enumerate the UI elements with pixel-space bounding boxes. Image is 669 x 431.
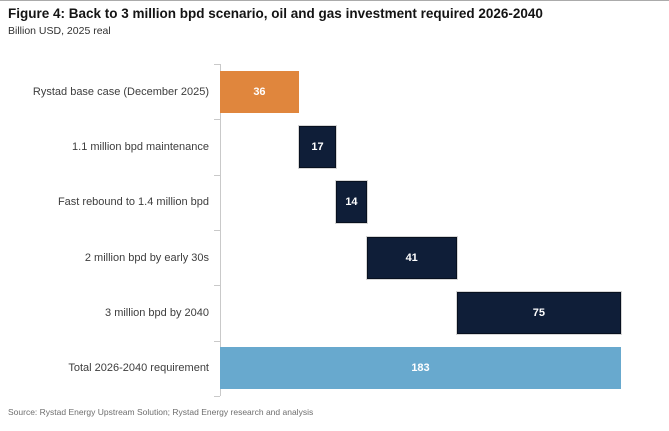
bar-value-label: 183	[411, 362, 430, 375]
chart-row: Total 2026-2040 requirement 183	[0, 341, 669, 396]
axis-tick	[214, 119, 220, 121]
y-axis-line	[220, 64, 221, 396]
waterfall-chart: Rystad base case (December 2025) 36 1.1 mi…	[0, 64, 669, 397]
bar-total-requirement: 183	[220, 347, 621, 390]
figure-title: Figure 4: Back to 3 million bpd scenario…	[8, 6, 543, 21]
chart-row: 2 million bpd by early 30s 41	[0, 230, 669, 285]
bar-value-label: 14	[345, 196, 358, 209]
chart-row: 3 million bpd by 2040 75	[0, 285, 669, 340]
axis-tick	[214, 285, 220, 287]
chart-row: Rystad base case (December 2025) 36	[0, 64, 669, 119]
chart-row: Fast rebound to 1.4 million bpd 14	[0, 175, 669, 230]
source-note: Source: Rystad Energy Upstream Solution;…	[8, 407, 314, 417]
axis-tick	[214, 174, 220, 176]
bar-rystad-base-case: 36	[220, 70, 299, 113]
axis-tick	[214, 230, 220, 231]
bar-fast-rebound: 14	[336, 181, 367, 224]
bar-two-million-early-30s: 41	[366, 236, 457, 279]
axis-tick	[214, 64, 220, 65]
category-label-two-million-early-30s: 2 million bpd by early 30s	[84, 251, 209, 264]
axis-tick	[214, 396, 220, 397]
category-label-total-requirement: Total 2026-2040 requirement	[68, 362, 209, 375]
figure-subtitle: Billion USD, 2025 real	[8, 25, 111, 37]
chart-row: 1.1 million bpd maintenance 17	[0, 119, 669, 174]
category-label-maintenance: 1.1 million bpd maintenance	[72, 140, 209, 153]
bar-maintenance: 17	[298, 125, 337, 168]
category-label-fast-rebound: Fast rebound to 1.4 million bpd	[57, 196, 209, 209]
category-label-rystad-base-case: Rystad base case (December 2025)	[32, 85, 209, 98]
category-label-three-million-2040: 3 million bpd by 2040	[105, 306, 209, 319]
bar-value-label: 41	[405, 251, 418, 264]
axis-tick	[214, 340, 220, 342]
bar-three-million-2040: 75	[456, 291, 621, 334]
bar-value-label: 75	[532, 306, 545, 319]
bar-value-label: 17	[311, 140, 324, 153]
bar-value-label: 36	[253, 85, 266, 98]
